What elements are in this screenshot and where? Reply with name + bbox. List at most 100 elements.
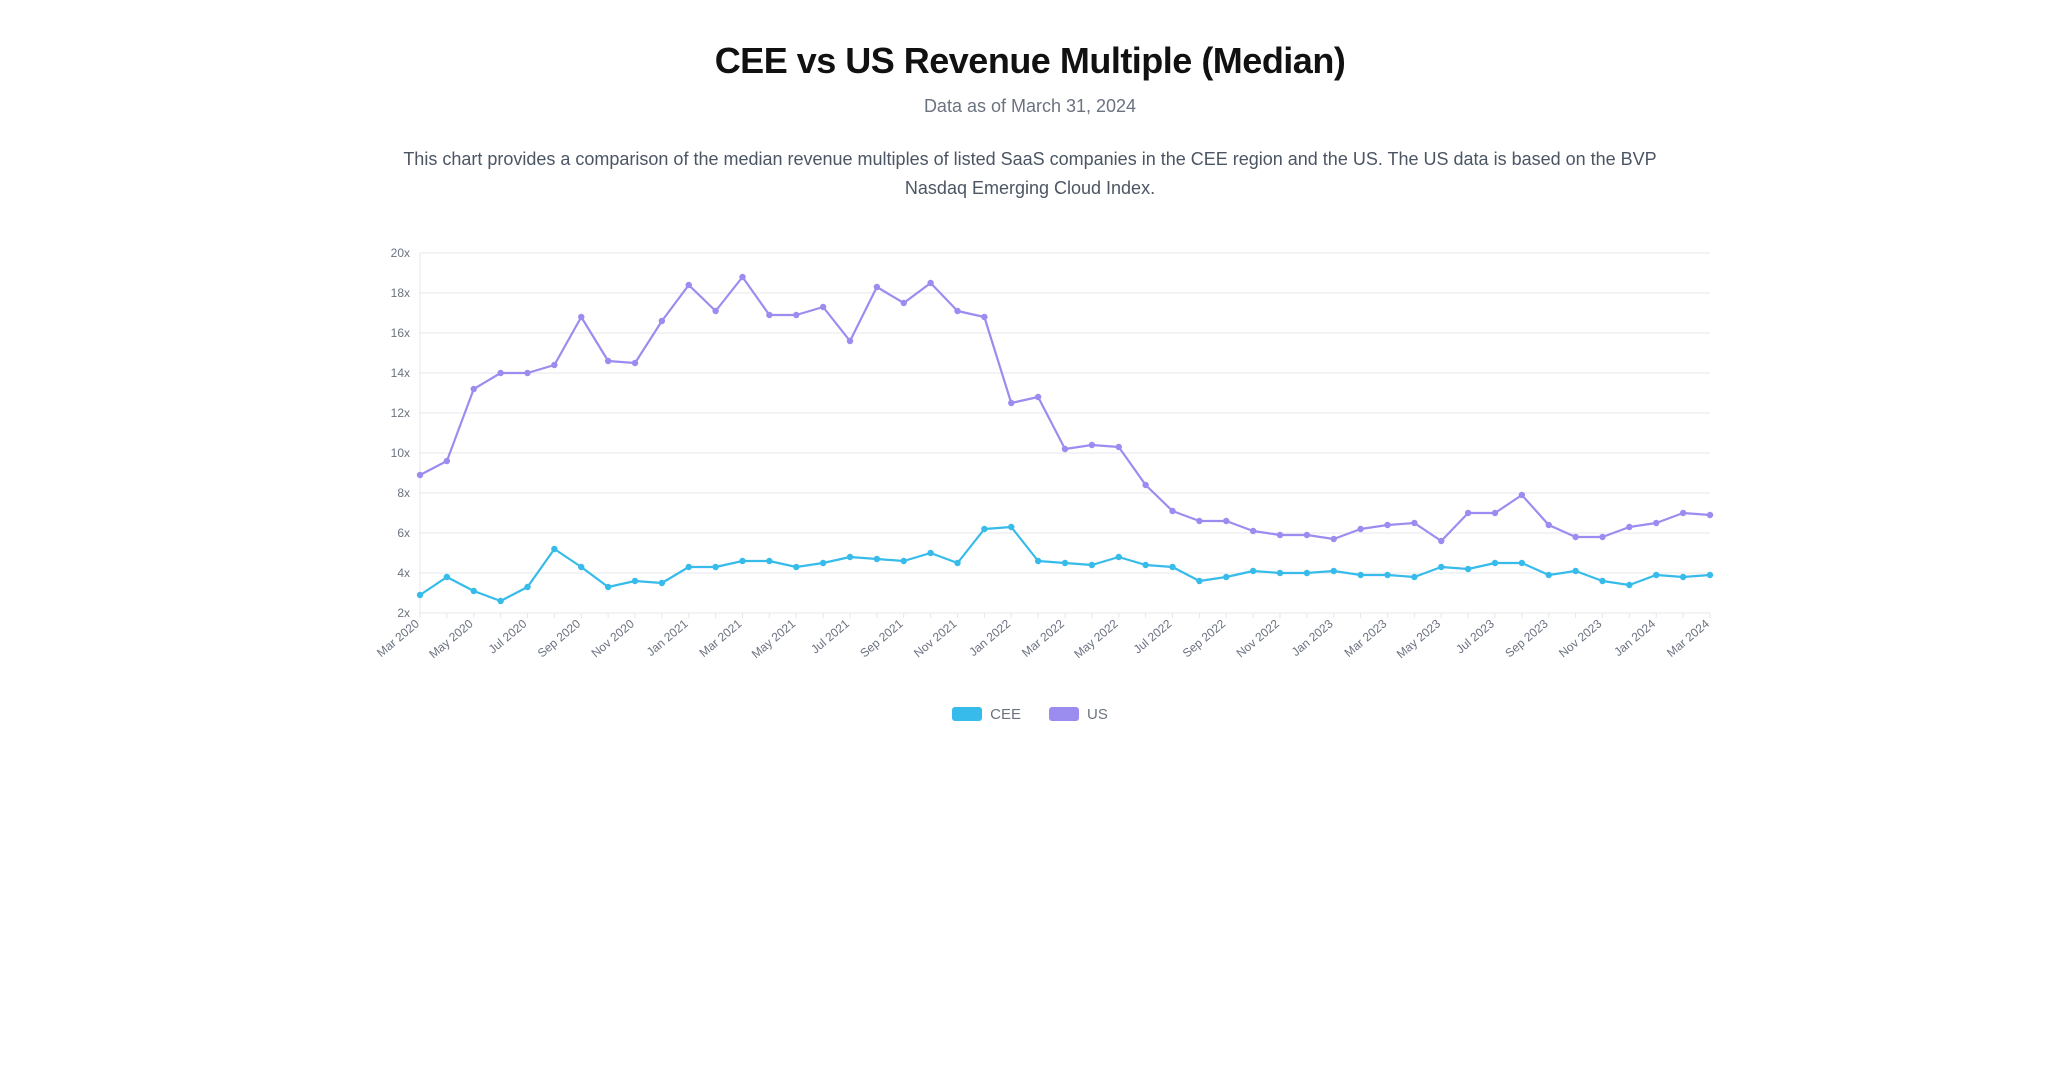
x-axis-tick-label: Jan 2021 [644, 616, 691, 659]
data-point [712, 307, 718, 313]
data-point [1357, 525, 1363, 531]
data-point [1223, 573, 1229, 579]
data-point [1707, 511, 1713, 517]
data-point [1277, 531, 1283, 537]
legend-label: CEE [990, 706, 1021, 723]
x-axis-tick-label: Jul 2023 [1453, 616, 1497, 656]
data-point [444, 573, 450, 579]
data-point [1626, 523, 1632, 529]
data-point [1680, 509, 1686, 515]
x-axis-tick-label: Nov 2023 [1556, 616, 1605, 660]
data-point [471, 587, 477, 593]
data-point [954, 559, 960, 565]
data-point [659, 579, 665, 585]
data-point [847, 553, 853, 559]
data-point [605, 357, 611, 363]
data-point [1438, 537, 1444, 543]
y-axis-tick-label: 18x [391, 286, 410, 300]
data-point [874, 555, 880, 561]
chart-subtitle: Data as of March 31, 2024 [300, 96, 1760, 117]
x-axis-tick-label: Mar 2022 [1019, 616, 1067, 660]
data-point [1465, 509, 1471, 515]
x-axis-tick-label: Jan 2023 [1289, 616, 1336, 659]
y-axis-tick-label: 14x [391, 366, 410, 380]
data-point [497, 369, 503, 375]
data-point [1411, 573, 1417, 579]
data-point [1519, 491, 1525, 497]
x-axis-tick-label: Jan 2022 [966, 616, 1013, 659]
data-point [632, 577, 638, 583]
x-axis-tick-label: May 2020 [426, 616, 476, 661]
data-point [1519, 559, 1525, 565]
data-point [417, 591, 423, 597]
x-axis-tick-label: Jul 2020 [486, 616, 530, 656]
data-point [1546, 521, 1552, 527]
data-point [1653, 571, 1659, 577]
data-point [1008, 399, 1014, 405]
data-point [820, 559, 826, 565]
data-point [632, 359, 638, 365]
data-point [927, 279, 933, 285]
data-point [766, 557, 772, 563]
x-axis-tick-label: Jul 2021 [808, 616, 852, 656]
x-axis-tick-label: Sep 2021 [857, 616, 906, 660]
data-point [578, 563, 584, 569]
data-point [1277, 569, 1283, 575]
data-point [1465, 565, 1471, 571]
data-point [1304, 569, 1310, 575]
data-point [686, 281, 692, 287]
data-point [1035, 393, 1041, 399]
series-line-us [420, 277, 1710, 541]
legend-item-cee[interactable]: CEE [952, 706, 1021, 723]
data-point [471, 385, 477, 391]
legend-swatch [952, 707, 982, 721]
data-point [578, 313, 584, 319]
x-axis-tick-label: May 2021 [749, 616, 799, 661]
data-point [524, 369, 530, 375]
data-point [766, 311, 772, 317]
y-axis-tick-label: 10x [391, 446, 410, 460]
data-point [901, 557, 907, 563]
data-point [901, 299, 907, 305]
data-point [1626, 581, 1632, 587]
data-point [444, 457, 450, 463]
data-point [1304, 531, 1310, 537]
data-point [1142, 481, 1148, 487]
x-axis-tick-label: Nov 2020 [589, 616, 638, 660]
x-axis-tick-label: Jan 2024 [1611, 616, 1658, 659]
data-point [1492, 509, 1498, 515]
data-point [1169, 563, 1175, 569]
data-point [1089, 441, 1095, 447]
data-point [954, 307, 960, 313]
data-point [1384, 521, 1390, 527]
x-axis-tick-label: Mar 2023 [1342, 616, 1390, 660]
data-point [793, 311, 799, 317]
legend-label: US [1087, 706, 1108, 723]
data-point [1250, 567, 1256, 573]
x-axis-tick-label: Mar 2020 [374, 616, 422, 660]
data-point [1599, 577, 1605, 583]
data-point [1035, 557, 1041, 563]
data-point [1707, 571, 1713, 577]
data-point [1062, 559, 1068, 565]
legend-item-us[interactable]: US [1049, 706, 1108, 723]
data-point [1411, 519, 1417, 525]
line-chart: 2x4x6x8x10x12x14x16x18x20xMar 2020May 20… [340, 243, 1720, 683]
data-point [739, 557, 745, 563]
data-point [1357, 571, 1363, 577]
data-point [1546, 571, 1552, 577]
data-point [1599, 533, 1605, 539]
data-point [847, 337, 853, 343]
data-point [1250, 527, 1256, 533]
x-axis-tick-label: May 2022 [1071, 616, 1121, 661]
data-point [524, 583, 530, 589]
x-axis-tick-label: May 2023 [1394, 616, 1444, 661]
data-point [1331, 567, 1337, 573]
data-point [712, 563, 718, 569]
data-point [659, 317, 665, 323]
chart-title: CEE vs US Revenue Multiple (Median) [300, 40, 1760, 82]
y-axis-tick-label: 6x [397, 526, 410, 540]
y-axis-tick-label: 4x [397, 566, 410, 580]
data-point [1572, 533, 1578, 539]
chart-legend: CEE US [300, 706, 1760, 723]
